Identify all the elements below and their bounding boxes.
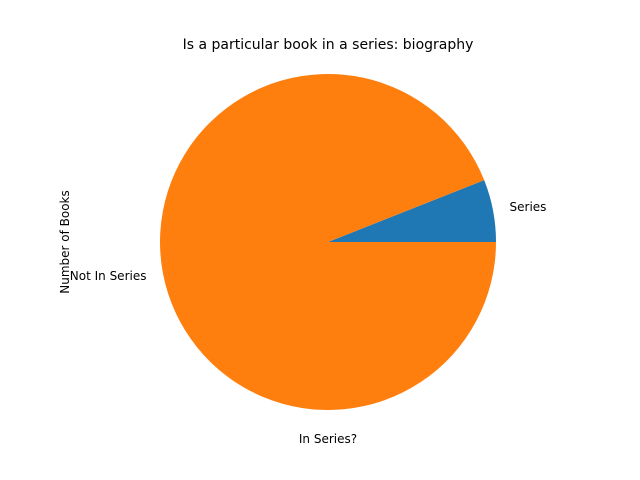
x-axis-label: In Series? [299,432,357,446]
pie-slices [159,73,496,410]
y-axis-label: Number of Books [58,190,72,294]
pie-slice-not-in-series [159,73,496,410]
pie-slice-labels: Series Not In Series [70,200,547,283]
slice-label-not-in-series: Not In Series [70,269,147,283]
pie-slice-series [328,180,496,242]
chart-title: Is a particular book in a series: biogra… [183,37,474,53]
slice-label-series: Series [510,200,547,214]
